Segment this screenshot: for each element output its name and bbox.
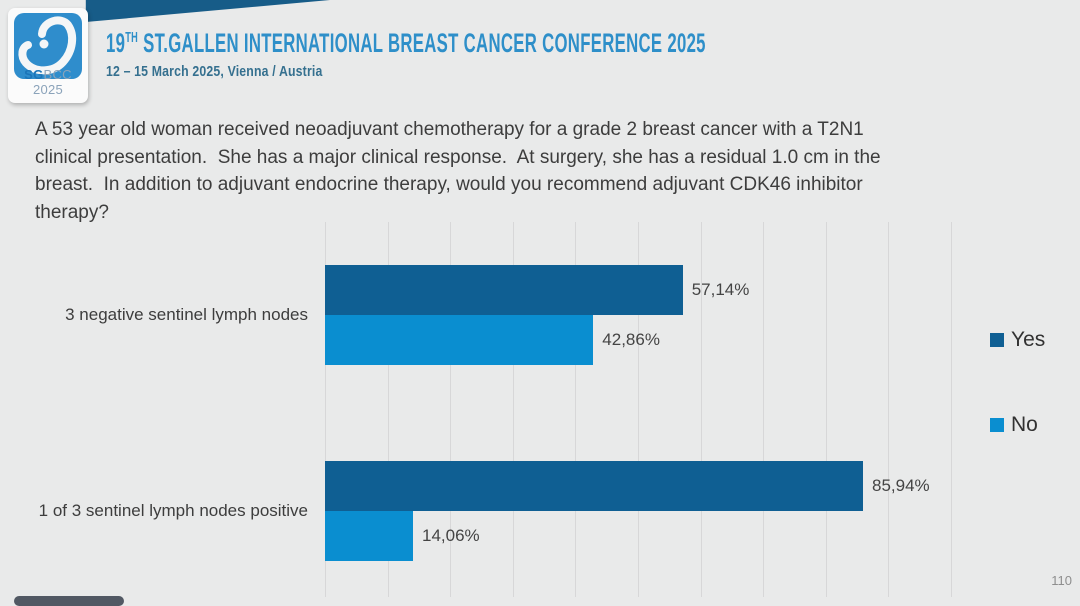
- legend-label-yes: Yes: [1011, 328, 1046, 351]
- gridline: [951, 222, 952, 597]
- question-line-4: therapy?: [35, 201, 109, 223]
- bottom-progress-bar[interactable]: [14, 596, 124, 606]
- gridline: [450, 222, 452, 597]
- gridline: [825, 222, 827, 597]
- legend-label-no: No: [1011, 413, 1038, 436]
- gridline: [325, 222, 326, 597]
- gridline: [512, 222, 514, 597]
- gridline: [638, 222, 639, 597]
- legend-item-no: No: [990, 413, 1038, 437]
- legend-item-yes: Yes: [990, 328, 1045, 352]
- legend-swatch-yes-icon: [990, 333, 1004, 347]
- category-label: 3 negative sentinel lymph nodes: [65, 305, 308, 324]
- bar-no-2: [325, 511, 413, 561]
- question-text: A 53 year old woman received neoadjuvant…: [35, 116, 881, 226]
- legend-swatch-no-icon: [990, 418, 1004, 432]
- bar-yes-2: [325, 461, 863, 511]
- gridline: [700, 222, 702, 597]
- value-label-no-1: 42,86%: [602, 330, 660, 349]
- value-label-yes-2: 85,94%: [871, 476, 930, 495]
- title-ordinal-suffix: TH: [125, 30, 139, 46]
- gridline: [888, 222, 890, 597]
- gridline: [763, 222, 765, 597]
- question-line-3: breast. In addition to adjuvant endocrin…: [35, 174, 863, 195]
- logo-caption-sg: SG: [24, 67, 44, 82]
- gridline: [387, 222, 389, 597]
- question-line-1: A 53 year old woman received neoadjuvant…: [35, 119, 864, 140]
- conference-title: 19TH ST.GALLEN INTERNATIONAL BREAST CANC…: [106, 28, 706, 59]
- question-line-2: clinical presentation. She has a major c…: [35, 146, 881, 168]
- gridline: [575, 222, 577, 597]
- category-label: 1 of 3 sentinel lymph nodes positive: [38, 501, 308, 520]
- title-number: 19: [106, 28, 126, 58]
- title-text: ST.GALLEN INTERNATIONAL BREAST CANCER CO…: [138, 28, 706, 58]
- sgbcc-logo: SGBCC 2025: [8, 8, 88, 103]
- value-label-yes-1: 57,14%: [691, 280, 750, 299]
- page-number: 110: [1051, 573, 1072, 588]
- conference-date: 12 – 15 March 2025, Vienna / Austria: [106, 63, 323, 80]
- bar-yes-1: [325, 265, 683, 315]
- value-label-no-2: 14,06%: [422, 526, 480, 545]
- breast-logo-icon: [14, 13, 82, 79]
- bar-no-1: [325, 315, 594, 365]
- logo-caption-rest: BCC 2025: [32, 67, 72, 97]
- plot-area: 57,14% 42,86% 85,94% 14,06%: [325, 222, 952, 597]
- logo-caption: SGBCC 2025: [8, 67, 88, 97]
